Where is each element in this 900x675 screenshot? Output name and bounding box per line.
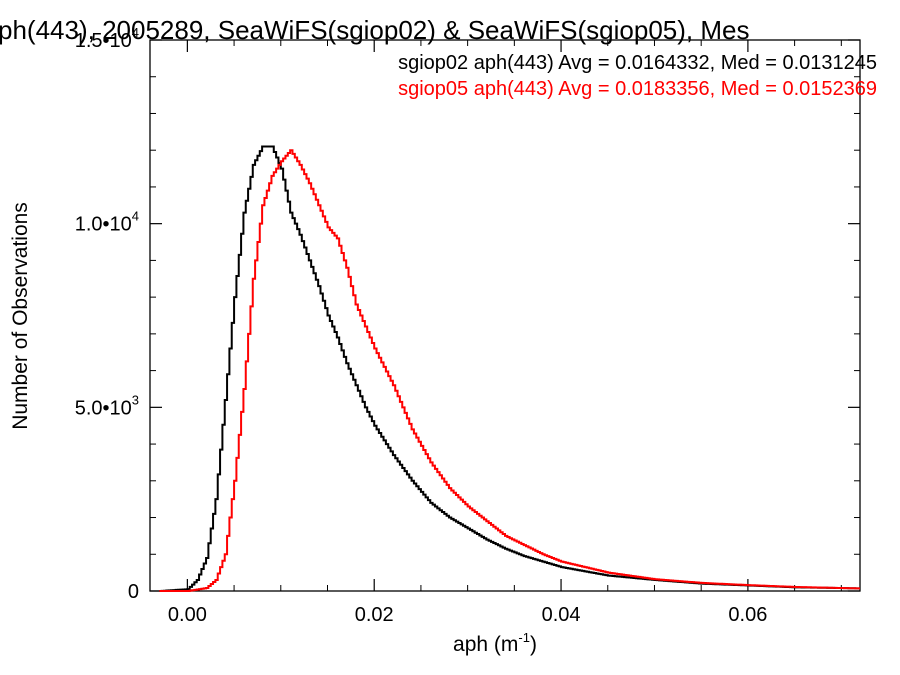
legend-entry-1: sgiop02 aph(443) Avg = 0.0164332, Med = … bbox=[398, 52, 877, 74]
y-tick-label: 0 bbox=[128, 581, 139, 603]
legend-entry-2: sgiop05 aph(443) Avg = 0.0183356, Med = … bbox=[398, 78, 877, 100]
y-tick-labels: 0 5.0•103 1.0•104 1.5•104 bbox=[75, 25, 139, 603]
x-axis-label-close: ) bbox=[530, 633, 537, 656]
y-tick-label: 1.5•104 bbox=[75, 25, 139, 52]
y-axis-label: Number of Observations bbox=[9, 202, 32, 430]
x-axis-label: aph (m-1) bbox=[453, 630, 537, 656]
axis-ticks bbox=[150, 39, 860, 592]
y-tick-label: 5.0•103 bbox=[75, 392, 139, 419]
x-axis-label-exponent: -1 bbox=[518, 630, 530, 645]
x-tick-label: 0.02 bbox=[355, 604, 394, 626]
plot-frame bbox=[149, 39, 861, 592]
x-tick-labels: 0.00 0.02 0.04 0.06 bbox=[168, 604, 767, 626]
x-axis-label-text: aph (m bbox=[453, 633, 518, 656]
series-line-2 bbox=[159, 149, 860, 592]
series-line-1 bbox=[159, 145, 860, 592]
x-tick-label: 0.06 bbox=[728, 604, 767, 626]
series-lines bbox=[159, 145, 860, 592]
y-tick-label: 1.0•104 bbox=[75, 209, 139, 236]
x-tick-label: 0.04 bbox=[542, 604, 581, 626]
x-tick-label: 0.00 bbox=[168, 604, 207, 626]
legend: sgiop02 aph(443) Avg = 0.0164332, Med = … bbox=[398, 52, 877, 100]
